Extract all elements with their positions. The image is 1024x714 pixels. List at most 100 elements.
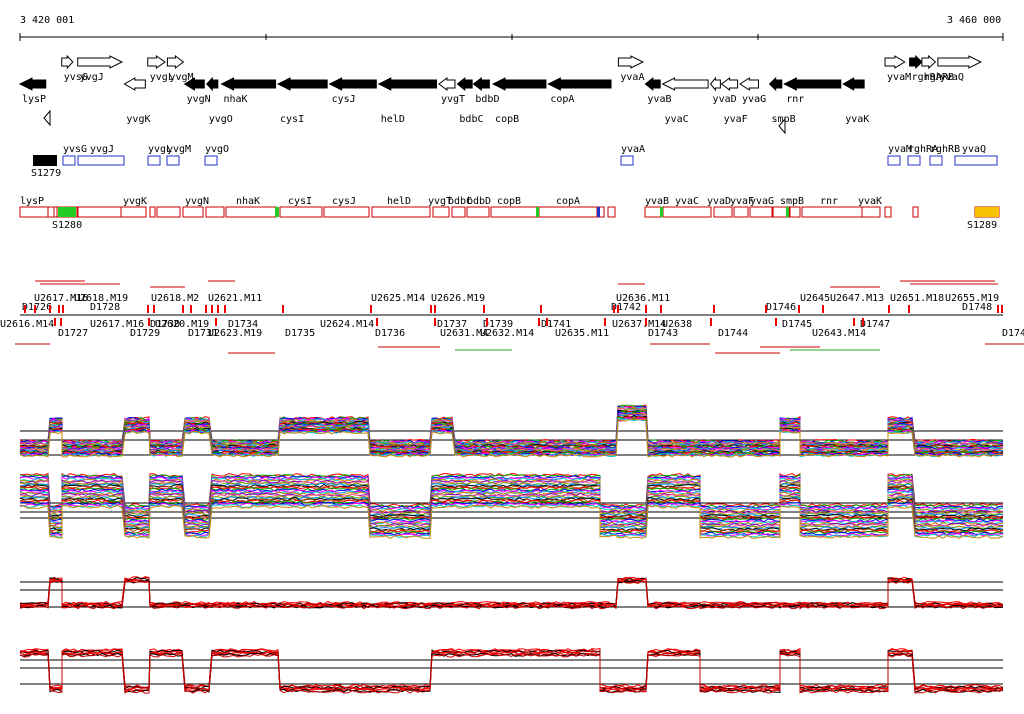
gene-arrow-yvaD [709,76,721,92]
operon-box [466,206,490,218]
profile-line [19,503,1004,539]
operon-box [644,206,662,218]
ruler-end-label: 3 460 000 [947,15,1001,26]
probe-label-top: D1742 [611,302,641,313]
gene-arrow-lysP [18,77,47,91]
gene-arrow-yvaM [884,55,906,69]
probe-label-bottom: D1730 [150,319,180,330]
gene-label-cysI: cysI [280,114,304,125]
gene-arrow-rghRA [909,54,923,70]
signature-label-yvaA: yvaA [621,144,645,155]
operon-box [607,206,616,218]
signature-box-yvsG [62,155,76,166]
probe-label-bottom: D1727 [58,328,88,339]
gene-label-yvaG: yvaG [742,94,766,105]
ruler-start-label: 3 420 001 [20,15,74,26]
gene-label-yvaQ: yvaQ [940,72,964,83]
probe-label-bottom: U2617.M16 [90,319,144,330]
operon-label-yvaF: yvaF [730,196,754,207]
gene-label-helD: helD [381,114,405,125]
signature-label-yvgO: yvgO [205,144,229,155]
profile-line [19,408,1004,448]
signature-label-yvgJ: yvgJ [90,144,114,155]
special-label-S1280: S1280 [52,220,82,231]
operon-box [733,206,749,218]
gene-label-yvaM: yvaM [887,72,911,83]
signature-label-rghRA: rghRA [908,144,938,155]
profile-line [19,495,1004,530]
gene-arrow-yvgL [147,55,166,69]
gene-arrow-bdbD [472,76,490,92]
coordinate-ruler: 3 420 001 3 460 000 [19,15,1004,41]
small-arrow-icon [43,109,51,127]
operon-box [713,206,733,218]
probe-label-top: U2651.M18 [890,293,944,304]
operon-label-yvaD: yvaD [707,196,731,207]
probe-label-top: D1748 [962,302,992,313]
signature-label-yvgM: yvgM [167,144,191,155]
gene-arrow-yvsG [61,54,74,70]
operon-label-cysI: cysI [288,196,312,207]
gene-arrow-yvgN [183,77,205,91]
probe-label-bottom: U2635.M11 [555,328,609,339]
gene-label-yvaF: yvaF [724,114,748,125]
operon-label-yvaC: yvaC [675,196,699,207]
probe-label-top: D1728 [90,302,120,313]
signature-box-yvgO [204,155,218,166]
operon-label-yvgT: yvgT [428,196,452,207]
operon-label-bdbD: bdbD [467,196,491,207]
operon-label-copB: copB [497,196,521,207]
signature-box-rghRA [907,155,921,166]
profile-line [19,501,1004,536]
highlight-box [58,207,76,217]
operon-label-yvaK: yvaK [858,196,882,207]
gene-arrow-helD [377,77,438,91]
probe-label-bottom: U2637.M14 [612,319,666,330]
signature-box [954,155,998,166]
profile-line [19,651,1004,692]
probe-label-bottom: U2638 [662,319,692,330]
probe-label-top: U2621.M11 [208,293,262,304]
signature-box-yvaA [620,155,634,166]
gene-arrow-yvaB [644,76,661,92]
signature-box-yvgM [166,155,180,166]
profile-line [19,405,1004,445]
gene-label-yvaD: yvaD [713,94,737,105]
operon-label-yvgN: yvgN [185,196,209,207]
profile-line [19,648,1004,689]
gene-arrow-yvaQ [937,55,982,69]
signature-label-yvaM: yvaM [888,144,912,155]
probe-label-bottom: U2620.M19 [155,319,209,330]
operon-box [538,206,598,218]
probe-label-top: U2625.M14 [371,293,425,304]
gene-arrow-cysI [276,77,328,91]
probe-label-bottom: U2624.M14 [320,319,374,330]
gene-arrow-rnr [783,77,842,91]
operon-box [149,206,156,218]
operon-box [432,206,450,218]
operon-box [884,206,892,218]
probe-label-bottom: D1745 [782,319,812,330]
expression-profiles [19,404,1004,694]
probe-label-bottom: U2631.M4 [440,328,488,339]
probe-label-top: U2618.M19 [74,293,128,304]
gene-label-yvgO: yvgO [209,114,233,125]
operon-label-yvaB: yvaB [645,196,669,207]
profile-line [19,504,1004,539]
profile-line [19,483,1004,519]
gene-label-copB: copB [495,114,519,125]
probe-label-top: D1746 [766,302,796,313]
probe-label-top: U2618.M2 [151,293,199,304]
signature-label-yvaQ: yvaQ [962,144,986,155]
probe-label-bottom: D1737 [437,319,467,330]
signature-label-rghRB: rghRB [930,144,960,155]
probe-label-top: U2655.M19 [945,293,999,304]
profile-line [19,653,1003,694]
operon-box [662,206,712,218]
gene-arrow-copB [491,77,547,91]
gene-arrow-yvgO [206,76,219,92]
probe-label-top: U2617.M16 [34,293,88,304]
signature-box [77,155,125,166]
